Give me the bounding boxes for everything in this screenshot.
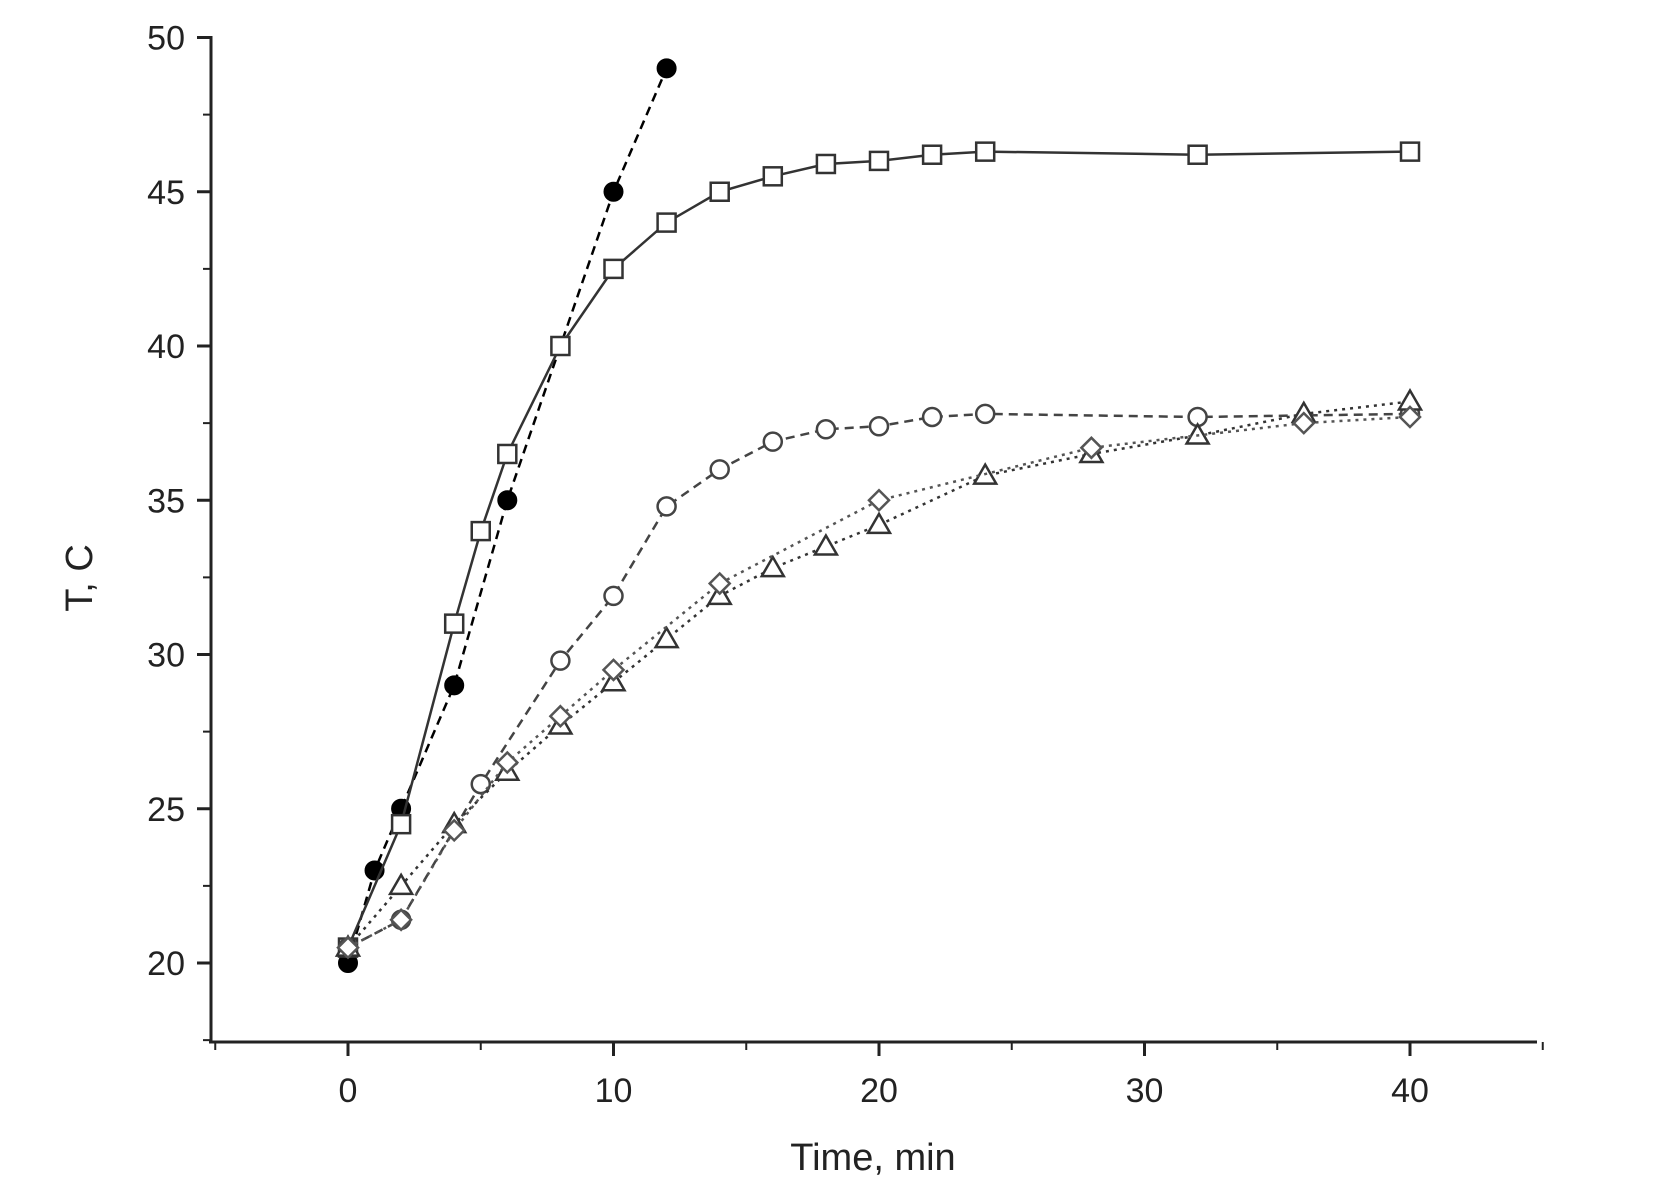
data-point: [548, 704, 573, 728]
data-point: [815, 153, 837, 175]
data-point: [470, 773, 491, 795]
data-point: [603, 585, 624, 607]
data-point: [653, 625, 680, 649]
data-point: [865, 511, 893, 535]
data-point: [601, 658, 626, 682]
series-line: [347, 400, 1411, 949]
data-point: [709, 459, 730, 480]
data-point: [1184, 421, 1211, 445]
data-point: [812, 533, 840, 556]
x-tick-label: 30: [1126, 1072, 1164, 1110]
data-point: [389, 908, 413, 932]
series-line: [346, 150, 1411, 949]
x-tick-label: 40: [1391, 1072, 1429, 1110]
data-point: [1398, 405, 1422, 429]
data-point: [921, 144, 943, 165]
data-point: [603, 181, 624, 202]
series-line: [347, 415, 1411, 949]
data-point: [443, 613, 465, 634]
y-tick-label: 35: [147, 482, 185, 520]
x-tick-label: 0: [339, 1072, 358, 1110]
data-point: [1187, 144, 1208, 165]
data-point: [868, 150, 890, 172]
data-point: [470, 520, 491, 542]
x-tick-label: 20: [860, 1072, 898, 1110]
data-point: [336, 935, 360, 960]
data-point: [656, 496, 677, 517]
series-3: [337, 403, 1421, 958]
data-point: [497, 490, 518, 511]
y-tick-label: 25: [147, 791, 185, 829]
data-point: [550, 335, 571, 357]
data-point: [656, 212, 677, 233]
data-point: [390, 813, 412, 835]
x-axis-title: Time, min: [790, 1137, 955, 1179]
data-point: [709, 181, 730, 202]
data-point: [921, 406, 943, 428]
data-point: [444, 675, 465, 696]
series-layer: [334, 58, 1424, 973]
x-tick-label: 10: [595, 1072, 633, 1110]
series-2: [337, 141, 1421, 958]
data-point: [868, 415, 890, 437]
y-tick-label: 40: [147, 328, 185, 366]
data-point: [759, 554, 786, 578]
data-point: [387, 872, 415, 896]
y-tick-label: 45: [147, 174, 185, 212]
data-point: [497, 443, 518, 465]
y-tick-label: 20: [147, 945, 185, 983]
data-point: [550, 650, 571, 671]
data-point: [974, 141, 996, 162]
data-point: [707, 571, 732, 596]
plot-area: 20 25 30 35 40 45 50 0 10 20 30 40: [147, 20, 1544, 1110]
data-point: [762, 431, 784, 452]
series-5: [336, 405, 1422, 960]
data-point: [656, 58, 677, 79]
y-axis-title: T, C: [59, 544, 101, 612]
data-point: [1292, 411, 1316, 435]
x-ticks: 0 10 20 30 40: [214, 1042, 1544, 1110]
data-point: [495, 750, 520, 775]
series-1: [338, 58, 677, 973]
y-tick-label: 30: [147, 637, 185, 675]
y-ticks: 20 25 30 35 40 45 50: [147, 20, 211, 1042]
data-point: [867, 488, 891, 513]
data-point: [762, 166, 784, 187]
data-point: [603, 258, 624, 280]
y-tick-label: 50: [147, 20, 185, 58]
data-point: [974, 403, 996, 425]
data-point: [442, 818, 466, 843]
data-point: [1079, 436, 1104, 460]
data-point: [815, 419, 837, 440]
data-point: [1399, 141, 1421, 162]
series-line: [347, 412, 1411, 949]
